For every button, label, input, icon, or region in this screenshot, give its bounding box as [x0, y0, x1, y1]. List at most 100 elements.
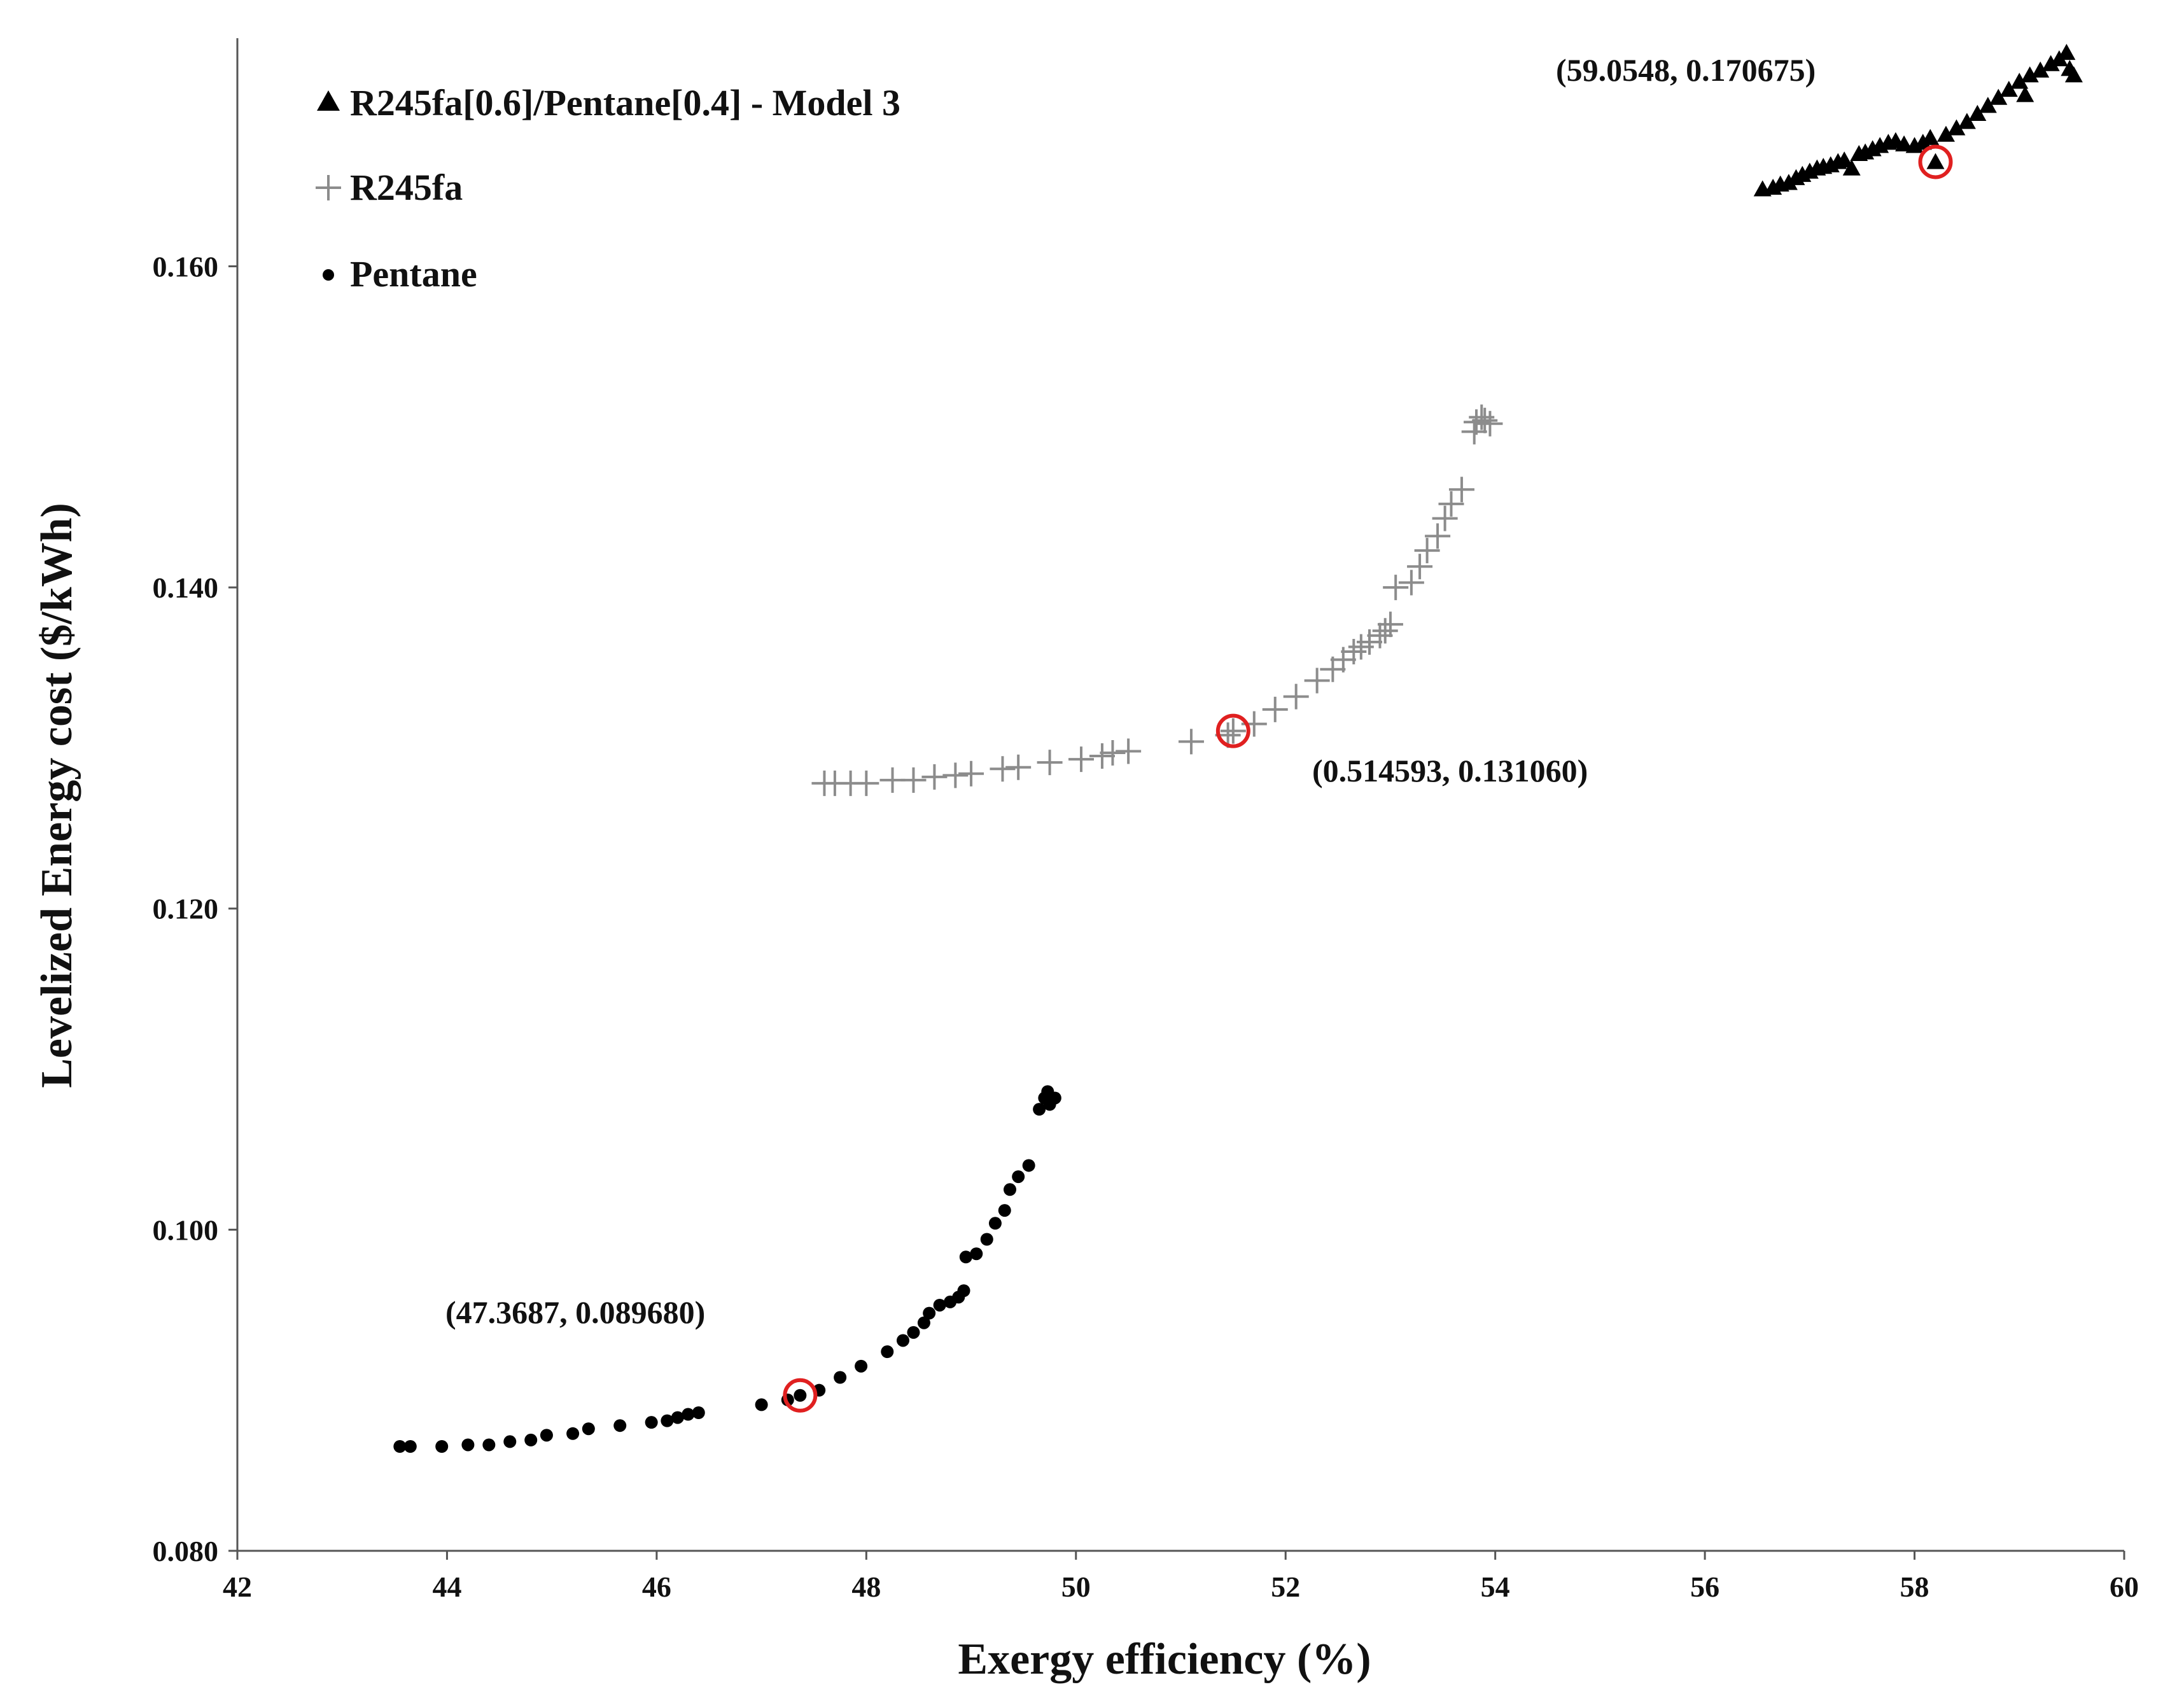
plus-point: [1432, 505, 1458, 531]
dot-point: [671, 1411, 684, 1424]
y-tick-label: 0.160: [153, 250, 219, 283]
x-tick-label: 52: [1271, 1571, 1300, 1603]
plus-point: [1220, 718, 1246, 744]
plus-point: [1367, 622, 1393, 648]
dot-point: [645, 1416, 658, 1429]
triangle-point: [2031, 61, 2050, 78]
legend-dot-icon: [323, 269, 334, 281]
plus-point: [1472, 407, 1498, 433]
legend-label-model3: R245fa[0.6]/Pentane[0.4] - Model 3: [350, 82, 900, 123]
dot-point: [566, 1427, 580, 1440]
triangle-point: [1842, 159, 1861, 176]
triangle-point: [1999, 80, 2018, 97]
x-tick-label: 60: [2110, 1571, 2139, 1603]
triangle-point: [1895, 135, 1914, 151]
x-tick-label: 58: [1900, 1571, 1929, 1603]
x-tick-label: 44: [432, 1571, 461, 1603]
legend-label-r245fa: R245fa: [350, 167, 463, 208]
legend-item-r245fa: R245fa: [316, 167, 463, 208]
triangle-point: [1957, 113, 1976, 129]
dot-point: [896, 1334, 909, 1347]
plus-point: [1377, 612, 1403, 638]
dot-point: [461, 1438, 475, 1452]
dot-point: [998, 1204, 1011, 1217]
y-tick-label: 0.140: [153, 571, 219, 604]
x-axis-title: Exergy efficiency (%): [958, 1635, 1371, 1684]
plus-point: [1304, 668, 1330, 694]
x-tick-label: 46: [642, 1571, 671, 1603]
plus-point: [1448, 477, 1474, 503]
triangle-point: [2057, 43, 2076, 60]
triangle-point: [1968, 104, 1987, 121]
legend-item-model3: R245fa[0.6]/Pentane[0.4] - Model 3: [317, 82, 900, 123]
plus-point: [1425, 523, 1451, 549]
legend-label-pentane: Pentane: [350, 253, 477, 295]
x-tick-label: 42: [223, 1571, 252, 1603]
triangle-point: [1921, 129, 1940, 145]
dot-point: [959, 1250, 972, 1264]
plus-point: [1037, 750, 1063, 776]
dot-point: [524, 1433, 538, 1446]
dot-point: [1004, 1183, 1017, 1196]
annotation-pentane: (47.3687, 0.089680): [445, 1294, 705, 1330]
dot-point: [682, 1408, 695, 1421]
x-tick-label: 54: [1481, 1571, 1510, 1603]
x-tick-label: 48: [851, 1571, 881, 1603]
triangle-point: [2020, 66, 2039, 83]
plus-point: [900, 767, 927, 793]
dot-point: [393, 1439, 407, 1453]
plus-point: [853, 770, 879, 796]
dot-point: [794, 1389, 807, 1402]
x-axis-ticks: 42 44 46 48 50 52 54 56 58 60: [223, 1551, 2139, 1603]
plus-point: [1357, 629, 1382, 655]
dot-point: [582, 1422, 595, 1436]
series-2: [393, 1085, 1061, 1453]
dot-point: [917, 1316, 930, 1329]
plus-point: [990, 756, 1016, 782]
dot-point: [988, 1217, 1002, 1230]
dot-point: [403, 1439, 417, 1453]
y-axis-title: Levelized Energy cost ($/kWh): [32, 503, 81, 1088]
dot-point: [755, 1398, 768, 1411]
legend-item-pentane: Pentane: [323, 253, 477, 295]
dot-point: [1022, 1159, 1035, 1172]
triangle-point: [2041, 55, 2060, 71]
dot-point: [503, 1435, 517, 1448]
dot-point: [661, 1414, 674, 1427]
dot-point: [692, 1406, 705, 1420]
legend-plus-icon: [316, 175, 341, 200]
dot-point: [957, 1284, 970, 1298]
plus-point: [1005, 754, 1032, 780]
triangle-point: [1779, 174, 1798, 190]
plus-point: [942, 762, 969, 788]
dot-point: [613, 1419, 627, 1432]
x-tick-label: 56: [1690, 1571, 1719, 1603]
triangle-point: [2064, 66, 2083, 83]
plus-point: [1100, 739, 1126, 766]
plus-point: [921, 764, 948, 790]
y-tick-label: 0.100: [153, 1214, 219, 1246]
dot-point: [855, 1359, 868, 1373]
y-axis-ticks: 0.080 0.100 0.120 0.140 0.160: [153, 250, 237, 1567]
annotation-r245fa: (0.514593, 0.131060): [1312, 753, 1588, 788]
plus-point: [958, 760, 984, 787]
plus-point: [1398, 570, 1424, 596]
triangle-point: [2010, 73, 2029, 89]
series-0: [1753, 43, 2083, 197]
triangle-point: [1989, 88, 2008, 105]
dot-point: [482, 1438, 496, 1452]
plus-point: [1089, 743, 1115, 769]
y-tick-label: 0.120: [153, 893, 219, 925]
dot-point: [933, 1298, 946, 1312]
plus-point: [1383, 575, 1409, 601]
legend: R245fa[0.6]/Pentane[0.4] - Model 3 R245f…: [316, 82, 900, 295]
dot-point: [540, 1429, 553, 1442]
highlight-circle: [1918, 144, 1953, 179]
plus-point: [1283, 683, 1309, 710]
plus-point: [1438, 491, 1464, 517]
plus-point: [1178, 729, 1204, 755]
dot-point: [1012, 1170, 1025, 1184]
dot-point: [1033, 1103, 1046, 1116]
